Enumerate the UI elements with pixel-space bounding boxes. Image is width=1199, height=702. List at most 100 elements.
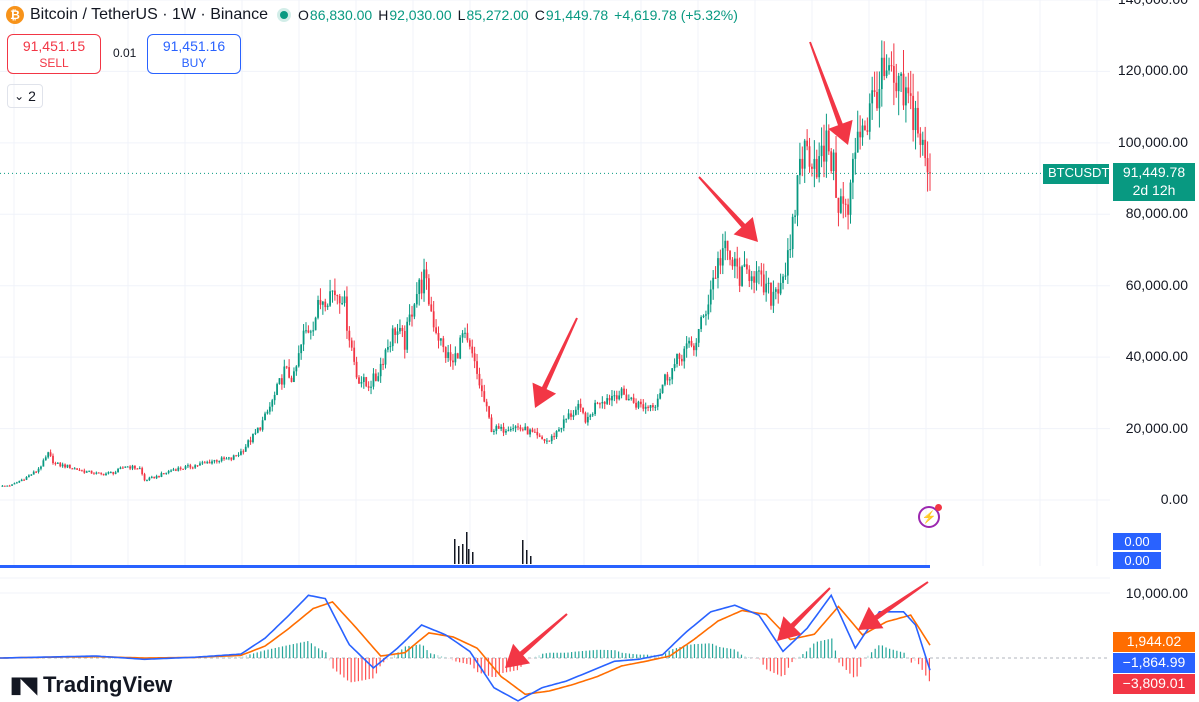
candle-body xyxy=(290,377,293,382)
candle-body xyxy=(247,440,250,447)
macd-histogram-bar xyxy=(93,657,96,658)
candle-body xyxy=(794,215,796,217)
macd-histogram-bar xyxy=(534,656,537,658)
ohlc-change: +4,619.78 (+5.32%) xyxy=(614,7,738,23)
macd-histogram-bar xyxy=(711,643,714,658)
macd-histogram-bar xyxy=(422,645,425,658)
macd-line xyxy=(0,593,931,702)
flash-alert-icon[interactable]: ⚡ xyxy=(918,504,942,528)
macd-histogram-bar xyxy=(343,658,345,678)
candle-body xyxy=(201,462,204,464)
candle-body xyxy=(459,337,462,359)
buy-button[interactable]: 91,451.16 BUY xyxy=(147,34,241,74)
buy-label: BUY xyxy=(181,56,207,70)
candle-body xyxy=(411,314,413,317)
candle-body xyxy=(895,82,898,92)
price-axis-tick: 80,000.00 xyxy=(1125,205,1188,222)
macd-histogram-bar xyxy=(885,647,887,658)
sell-button[interactable]: 91,451.15 SELL xyxy=(7,34,101,74)
candle-body xyxy=(902,73,905,106)
candle-body xyxy=(574,409,577,415)
tradingview-logo[interactable]: ▮◥ TradingView xyxy=(10,672,172,698)
candle-body xyxy=(570,413,572,417)
macd-histogram-bar xyxy=(744,656,746,658)
macd-histogram-bar xyxy=(610,650,612,658)
candle-body xyxy=(261,420,264,430)
candle-body xyxy=(95,472,98,474)
macd-histogram-bar xyxy=(589,650,591,658)
symbol-title[interactable]: Bitcoin / TetherUS · 1W · Binance xyxy=(30,6,269,23)
candle-body xyxy=(314,317,317,331)
macd-histogram-bar xyxy=(787,658,790,668)
candle-body xyxy=(346,296,348,331)
candle-body xyxy=(68,464,71,469)
candle-body xyxy=(374,373,377,381)
candle-body xyxy=(189,465,192,468)
candle-body xyxy=(560,427,563,430)
candle-body xyxy=(717,258,719,278)
candle-body xyxy=(495,426,498,431)
candle-body xyxy=(81,470,83,472)
macd-histogram-bar xyxy=(719,646,721,658)
candle-body xyxy=(635,402,637,408)
macd-histogram-bar xyxy=(249,654,251,658)
macd-histogram-bar xyxy=(267,649,269,658)
candle-body xyxy=(42,460,45,467)
candle-body xyxy=(408,314,411,322)
candle-body xyxy=(577,403,580,410)
symbol-header[interactable]: ₿ Bitcoin / TetherUS · 1W · Binance O86,… xyxy=(6,4,744,26)
candle-body xyxy=(3,485,6,487)
candle-body xyxy=(256,427,259,433)
candle-body xyxy=(531,429,534,432)
candle-body xyxy=(403,330,406,350)
candle-body xyxy=(521,429,524,431)
candle-body xyxy=(102,473,105,476)
candle-body xyxy=(218,460,221,462)
candle-body xyxy=(919,133,922,145)
candle-body xyxy=(541,436,543,440)
candle-body xyxy=(124,466,127,468)
macd-histogram-bar xyxy=(827,639,829,658)
candle-body xyxy=(652,405,654,408)
macd-histogram-bar xyxy=(925,658,927,676)
macd-histogram-bar xyxy=(748,657,750,658)
candle-body xyxy=(54,463,57,465)
macd-histogram-bar xyxy=(202,657,204,659)
volume-baseline xyxy=(0,565,930,568)
macd-histogram-bar xyxy=(386,658,388,660)
macd-histogram-bar xyxy=(708,643,710,658)
candle-body xyxy=(476,361,478,374)
candle-body xyxy=(603,402,606,404)
candle-body xyxy=(888,65,890,71)
candle-body xyxy=(553,436,556,438)
indicators-collapse-button[interactable]: ⌄ 2 xyxy=(7,84,43,108)
candle-body xyxy=(842,196,845,204)
candle-body xyxy=(278,378,281,385)
macd-histogram-bar xyxy=(563,652,565,658)
annotation-arrow xyxy=(858,581,929,630)
candle-body xyxy=(883,57,886,77)
candle-body xyxy=(52,455,54,464)
macd-histogram-bar xyxy=(314,646,316,658)
candle-body xyxy=(666,374,669,381)
candle-body xyxy=(618,395,621,400)
candle-body xyxy=(789,249,792,251)
candle-body xyxy=(437,332,440,341)
candle-body xyxy=(736,258,739,267)
candle-body xyxy=(146,480,148,482)
candle-body xyxy=(591,414,594,416)
macd-histogram-bar xyxy=(390,657,392,658)
macd-histogram-bar xyxy=(675,648,678,658)
candle-body xyxy=(170,470,172,472)
macd-histogram-bar xyxy=(451,658,453,661)
candle-body xyxy=(295,366,298,372)
candle-body xyxy=(293,371,295,382)
candle-body xyxy=(432,311,435,328)
macd-histogram-bar xyxy=(224,657,226,658)
annotation-arrow xyxy=(698,176,758,242)
macd-histogram-bar xyxy=(845,658,847,670)
macd-histogram-bar xyxy=(112,657,114,659)
candle-body xyxy=(514,426,517,429)
candle-body xyxy=(254,432,257,434)
